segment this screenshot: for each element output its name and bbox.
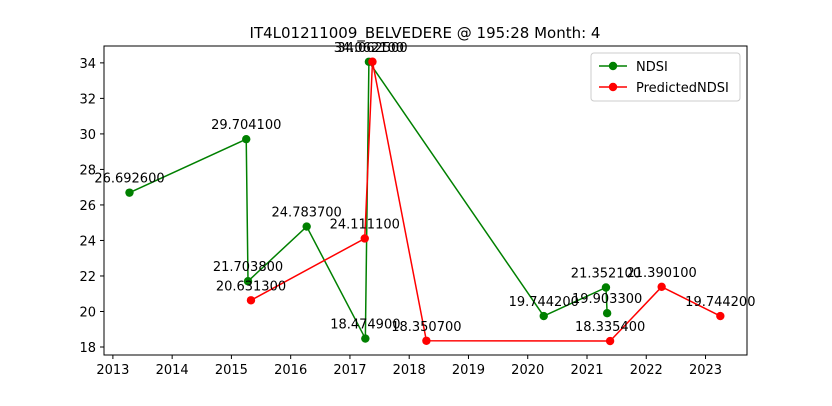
data-label: 21.390100 [627,266,697,281]
legend-label: NDSI [636,60,668,75]
data-point [539,311,548,321]
data-point [368,57,377,66]
x-tick-label: 2014 [156,363,189,378]
data-point [657,282,666,292]
data-label: 21.352100 [571,266,641,281]
data-label: 18.335400 [575,320,645,335]
series-line-2 [250,61,721,342]
data-label: 24.783700 [272,206,342,221]
data-point [360,234,369,243]
y-tick-label: 26 [79,199,96,214]
data-label: 19.744200 [685,295,755,310]
data-point [422,336,431,345]
data-label: 18.350700 [391,320,461,335]
data-label: 18.474900 [330,318,400,333]
y-tick-label: 30 [79,128,96,143]
plot-area [103,45,748,356]
data-label: 20.631300 [216,279,286,294]
x-tick-label: 2017 [333,363,366,378]
y-tick-label: 18 [79,341,96,356]
y-tick-label: 20 [79,305,96,320]
legend-marker [608,82,618,92]
y-tick-label: 28 [79,163,96,178]
legend: NDSI PredictedNDSI [590,52,741,102]
x-tick-label: 2019 [452,363,485,378]
data-point [125,188,134,197]
plot-frame [103,45,748,356]
data-point [246,296,256,305]
y-tick-label: 22 [79,270,96,285]
data-label: 29.704100 [211,118,281,133]
data-point [242,134,251,144]
data-label: 26.692600 [94,172,164,187]
data-label: 34.062500 [337,41,407,56]
data-point [602,309,612,318]
data-point [243,277,253,286]
x-tick-label: 2022 [630,363,663,378]
y-tick-label: 24 [79,234,96,249]
data-point [361,334,370,343]
x-tick-label: 2023 [689,363,722,378]
x-tick-label: 2013 [96,363,129,378]
data-point [605,336,615,346]
data-label: 19.903300 [572,292,642,307]
x-tick-label: 2018 [393,363,426,378]
data-labels: 26.692600 29.704100 21.703800 24.783700 18.4… [94,41,755,335]
data-point [716,311,725,321]
series-layer [125,57,725,346]
y-axis: 18 20 22 24 26 28 30 32 34 [79,57,104,356]
legend-label: PredictedNDSI [636,81,729,96]
x-axis: 2013 2014 2015 2016 2017 2018 2019 2020 2021 2022… [96,355,722,378]
x-tick-label: 2016 [274,363,307,378]
x-tick-label: 2015 [215,363,248,378]
x-tick-label: 2021 [570,363,603,378]
data-label: 19.744200 [509,295,579,310]
data-label: 21.703800 [213,260,283,275]
y-tick-label: 32 [79,92,96,107]
y-tick-label: 34 [79,57,96,72]
chart-title: IT4L01211009_BELVEDERE @ 195:28 Month: 4 [250,24,601,43]
data-label: 34.062100 [334,41,404,56]
legend-box [590,52,741,102]
data-label: 24.111100 [330,217,400,232]
data-point [302,222,311,231]
x-tick-label: 2020 [511,363,544,378]
legend-marker [608,61,618,71]
data-point [601,283,611,292]
